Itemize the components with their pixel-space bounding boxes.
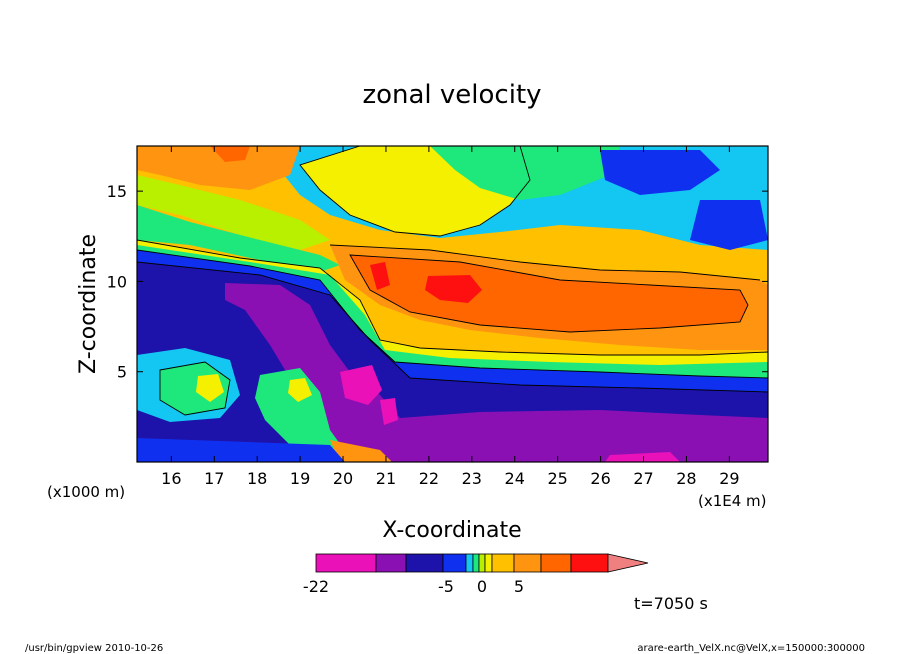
x-tick-label: 24 <box>505 469 525 488</box>
x-unit-right: (x1E4 m) <box>698 492 767 510</box>
y-tick-label: 5 <box>117 363 127 382</box>
x-tick-label: 25 <box>547 469 567 488</box>
x-axis-label: X-coordinate <box>382 518 521 543</box>
colorbar-extension-arrow <box>607 553 649 573</box>
y-tick-label: 10 <box>107 272 127 291</box>
colorbar-segment <box>540 553 572 573</box>
time-label: t=7050 s <box>634 594 708 613</box>
x-tick-label: 19 <box>290 469 310 488</box>
x-tick-label: 16 <box>161 469 181 488</box>
x-tick-label: 18 <box>247 469 267 488</box>
contour-field <box>137 146 768 462</box>
colorbar-label: -5 <box>438 577 454 596</box>
colorbar-segment <box>405 553 444 573</box>
colorbar-segment <box>465 553 474 573</box>
chart-title: zonal velocity <box>362 80 541 110</box>
colorbar-segment <box>570 553 609 573</box>
footer-right: arare-earth_VelX.nc@VelX,x=150000:300000 <box>637 643 865 654</box>
footer-left: /usr/bin/gpview 2010-10-26 <box>25 643 163 654</box>
colorbar-label: -22 <box>303 577 329 596</box>
x-tick-label: 17 <box>204 469 224 488</box>
y-axis-label: Z-coordinate <box>76 234 101 374</box>
x-tick-label: 29 <box>719 469 739 488</box>
colorbar-segment <box>484 553 493 573</box>
colorbar-labels: -22 -5 0 5 <box>303 577 524 596</box>
colorbar-segment <box>513 553 542 573</box>
x-tick-label: 22 <box>419 469 439 488</box>
x-unit-left: (x1000 m) <box>47 483 125 501</box>
colorbar-segment <box>491 553 515 573</box>
colorbar-segment <box>442 553 467 573</box>
plot-frame <box>136 145 769 463</box>
y-tick-labels: 5 10 15 <box>107 182 127 382</box>
colorbar-label: 5 <box>514 577 524 596</box>
x-tick-label: 27 <box>633 469 653 488</box>
colorbar <box>315 553 649 573</box>
colorbar-segment <box>472 553 480 573</box>
x-tick-label: 21 <box>376 469 396 488</box>
x-tick-label: 23 <box>462 469 482 488</box>
x-tick-label: 26 <box>590 469 610 488</box>
y-tick-label: 15 <box>107 182 127 201</box>
axis-ticks <box>137 146 768 462</box>
colorbar-segment <box>375 553 407 573</box>
x-tick-labels: 16 17 18 19 20 21 22 23 24 25 26 27 28 29 <box>161 469 739 488</box>
x-tick-label: 20 <box>333 469 353 488</box>
colorbar-segment <box>478 553 486 573</box>
colorbar-label: 0 <box>477 577 487 596</box>
x-tick-label: 28 <box>676 469 696 488</box>
colorbar-segment <box>315 553 377 573</box>
